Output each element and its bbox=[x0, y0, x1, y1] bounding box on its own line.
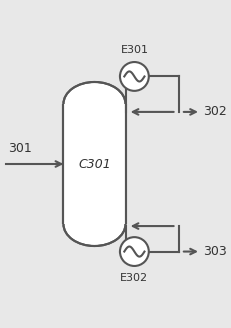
Text: 302: 302 bbox=[202, 105, 226, 118]
Ellipse shape bbox=[63, 82, 125, 126]
Text: E301: E301 bbox=[120, 45, 148, 55]
Text: E302: E302 bbox=[120, 273, 148, 283]
Text: C301: C301 bbox=[78, 157, 110, 171]
Text: 303: 303 bbox=[202, 245, 226, 258]
Bar bbox=[63, 104, 125, 224]
Circle shape bbox=[119, 237, 148, 266]
Circle shape bbox=[119, 62, 148, 91]
Ellipse shape bbox=[63, 202, 125, 246]
Text: 301: 301 bbox=[8, 142, 32, 155]
